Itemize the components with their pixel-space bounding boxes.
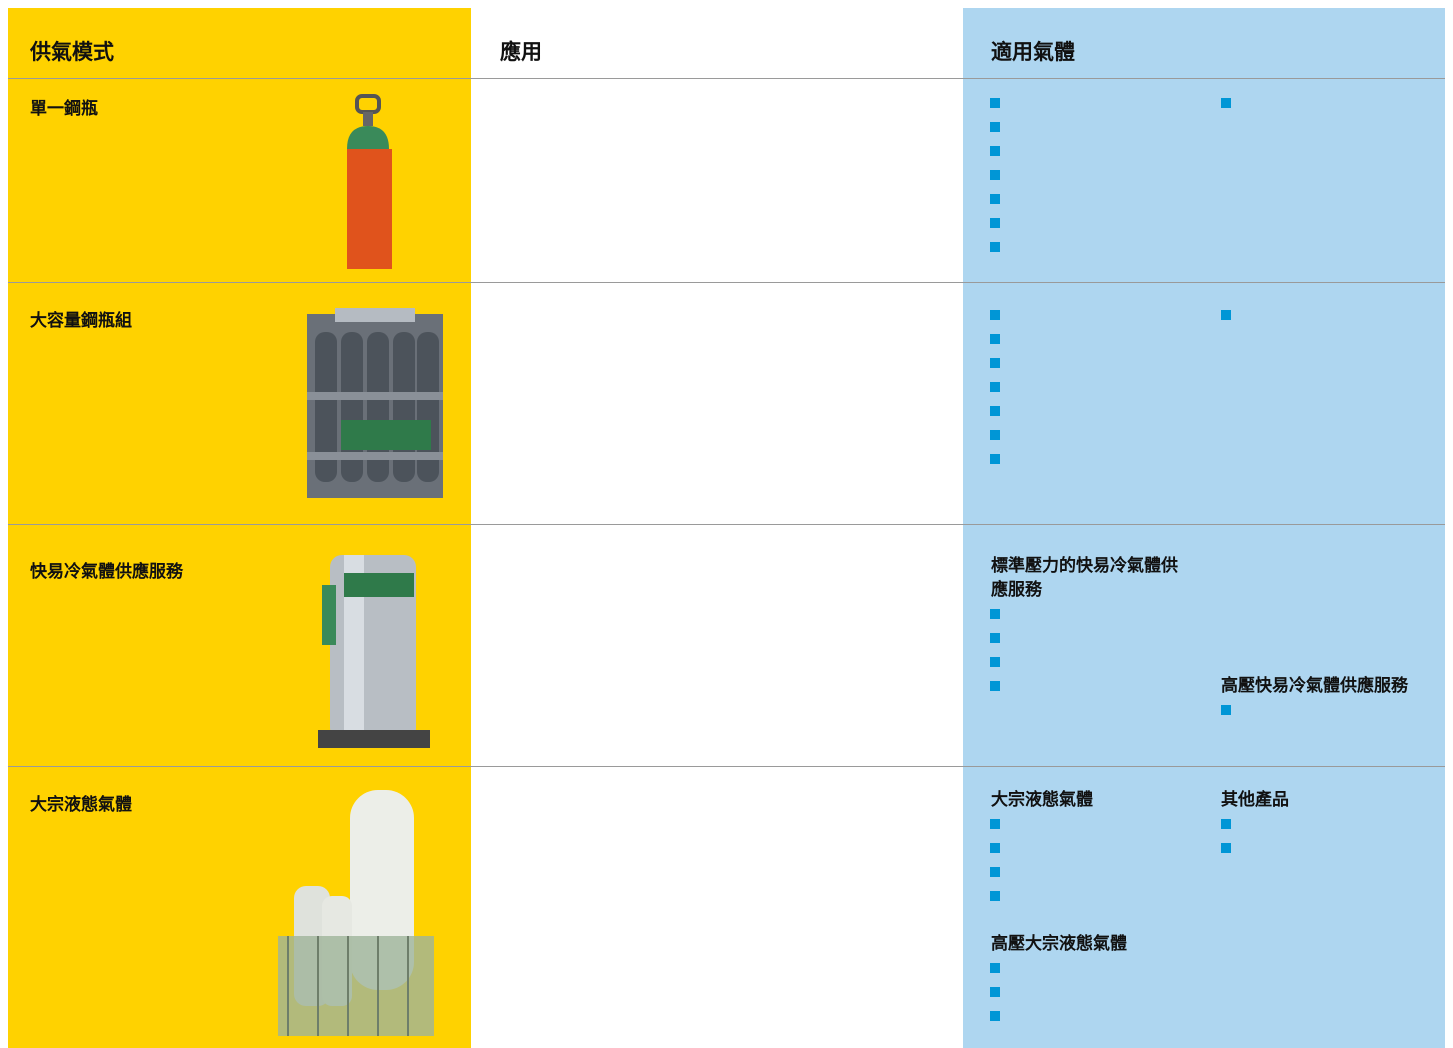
cryogenic-unit-image xyxy=(318,555,430,748)
row-divider xyxy=(8,524,1445,525)
gas-group-title: 其他產品 xyxy=(1221,790,1289,810)
gas-group-title: 高壓大宗液態氣體 xyxy=(991,934,1127,954)
mode-label: 大容量鋼瓶組 xyxy=(30,311,132,331)
bullet xyxy=(990,218,1000,228)
row-divider xyxy=(8,78,1445,79)
row-divider xyxy=(8,282,1445,283)
bullet xyxy=(990,963,1000,973)
bullet xyxy=(990,334,1000,344)
bullet xyxy=(990,98,1000,108)
bullet xyxy=(990,681,1000,691)
header-cell: 供氣模式 xyxy=(30,40,114,64)
mode-label: 單一鋼瓶 xyxy=(30,99,98,119)
header-cell: 適用氣體 xyxy=(991,40,1075,64)
bullet xyxy=(990,657,1000,667)
bullet xyxy=(990,1011,1000,1021)
header-cell: 應用 xyxy=(500,40,542,64)
bullet xyxy=(990,819,1000,829)
gas-group-title: 標準壓力的快易冷氣體供應服務 xyxy=(991,556,1178,600)
gas-group-title: 高壓快易冷氣體供應服務 xyxy=(1221,676,1408,696)
bullet xyxy=(990,406,1000,416)
bullet xyxy=(1221,310,1231,320)
cylinder-bundle-image xyxy=(307,308,443,498)
bullet xyxy=(990,194,1000,204)
bullet xyxy=(990,146,1000,156)
bullet xyxy=(990,382,1000,392)
bullet xyxy=(990,242,1000,252)
bullet xyxy=(990,891,1000,901)
bullet xyxy=(990,454,1000,464)
bullet xyxy=(1221,843,1231,853)
row-divider xyxy=(8,766,1445,767)
bullet xyxy=(990,122,1000,132)
gas-group-title: 大宗液態氣體 xyxy=(991,790,1093,810)
bullet xyxy=(990,430,1000,440)
bulk-tank-image xyxy=(278,790,434,1036)
bullet xyxy=(990,867,1000,877)
bullet xyxy=(1221,705,1231,715)
bullet xyxy=(990,170,1000,180)
cylinder-image xyxy=(347,94,392,269)
bullet xyxy=(1221,819,1231,829)
bullet xyxy=(990,609,1000,619)
mode-label: 大宗液態氣體 xyxy=(30,795,132,815)
mode-label: 快易冷氣體供應服務 xyxy=(30,562,183,582)
bullet xyxy=(990,987,1000,997)
bullet xyxy=(1221,98,1231,108)
gas-column xyxy=(963,8,1445,1048)
bullet xyxy=(990,633,1000,643)
bullet xyxy=(990,310,1000,320)
bullet xyxy=(990,358,1000,368)
bullet xyxy=(990,843,1000,853)
